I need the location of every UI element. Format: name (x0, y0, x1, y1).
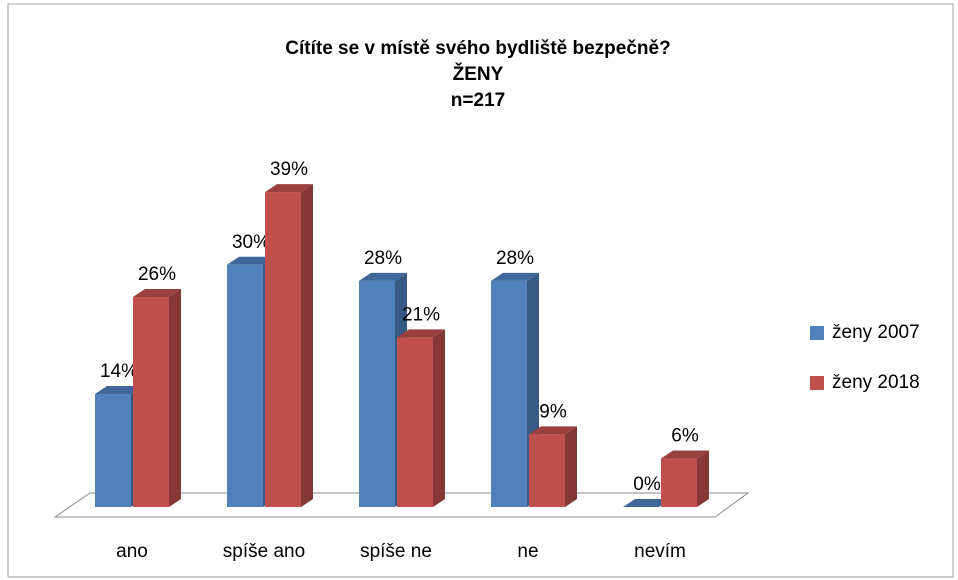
bar-side (697, 450, 709, 507)
bar-front (265, 192, 301, 507)
data-label: 6% (671, 426, 699, 447)
bar-top (227, 256, 275, 265)
bar-front (491, 280, 527, 507)
data-label: 0% (633, 474, 661, 495)
bar-side (565, 426, 577, 507)
bar-top (529, 426, 577, 435)
bar-top (133, 289, 181, 298)
bar-side (169, 289, 181, 507)
legend-label: ženy 2018 (832, 372, 920, 393)
data-label: 39% (270, 159, 308, 180)
bar-front (529, 434, 565, 507)
x-tick-label: ano (116, 541, 148, 562)
data-label: 28% (496, 248, 534, 269)
chart-title: ŽENY (453, 63, 504, 85)
data-label: 14% (100, 361, 138, 382)
bar-top (623, 499, 671, 507)
bar (133, 289, 181, 507)
bar-side (433, 329, 445, 507)
x-tick-label: spíše ne (360, 541, 432, 562)
legend-label: ženy 2007 (832, 322, 920, 343)
bar-top (265, 184, 313, 193)
data-label: 26% (138, 264, 176, 285)
bar (623, 499, 671, 507)
bar-front (661, 458, 697, 507)
bar (397, 329, 445, 507)
bar-front (397, 337, 433, 507)
data-label: 21% (402, 304, 440, 325)
bar (529, 426, 577, 507)
bar-front (227, 264, 263, 507)
bar-side (301, 184, 313, 507)
bar-top (95, 385, 143, 394)
data-label: 28% (364, 248, 402, 269)
x-tick-label: spíše ano (223, 541, 305, 562)
bar-top (397, 329, 445, 338)
legend-swatch (810, 376, 824, 390)
bar-top (359, 272, 407, 281)
bar-front (95, 393, 131, 507)
chart-title: n=217 (451, 90, 505, 111)
bar-top (491, 272, 539, 281)
data-label: 9% (539, 401, 567, 422)
chart-title: Cítíte se v místě svého bydliště bezpečn… (285, 38, 670, 59)
bar-front (133, 297, 169, 507)
x-tick-label: nevím (634, 541, 686, 562)
data-label: 30% (232, 232, 270, 253)
legend-swatch (810, 326, 824, 340)
bar (661, 450, 709, 507)
x-tick-label: ne (517, 541, 538, 562)
bar-front (359, 280, 395, 507)
bar-top (661, 450, 709, 459)
bar (265, 184, 313, 507)
